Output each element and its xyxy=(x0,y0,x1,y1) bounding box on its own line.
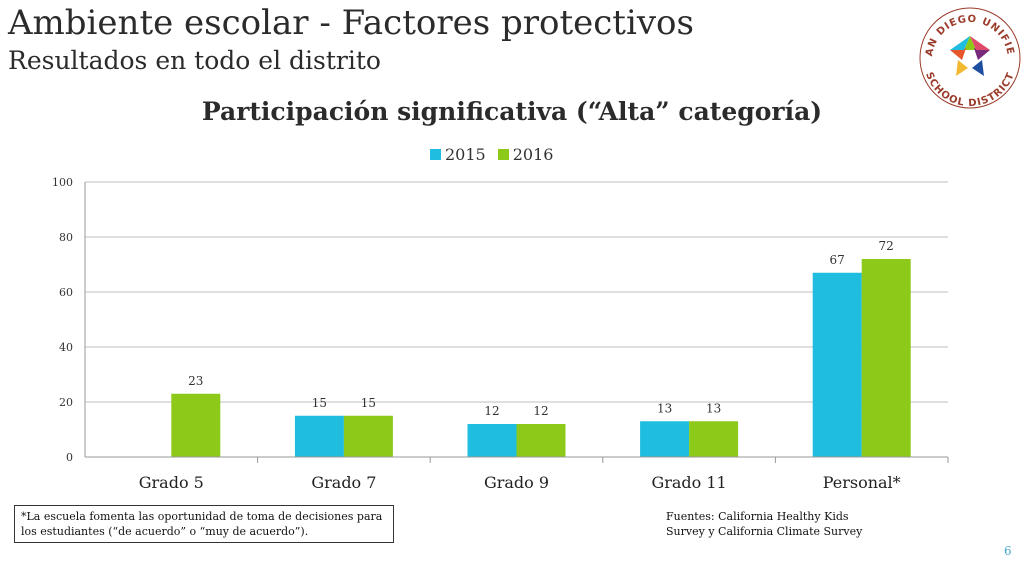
bar-2015 xyxy=(812,272,862,457)
data-label: 72 xyxy=(879,239,894,253)
data-label: 15 xyxy=(361,396,376,410)
y-tick-label: 0 xyxy=(66,451,73,464)
y-tick-label: 40 xyxy=(59,341,73,354)
sources-note: Fuentes: California Healthy Kids Survey … xyxy=(666,509,862,539)
bar-2015 xyxy=(640,421,690,457)
footnote-line-1: *La escuela fomenta las oportunidad de t… xyxy=(21,510,383,523)
bar-2015 xyxy=(467,424,517,457)
y-tick-label: 80 xyxy=(59,231,73,244)
star-icon xyxy=(950,36,990,76)
sources-line-2: Survey y California Climate Survey xyxy=(666,525,863,538)
x-category-label: Grado 7 xyxy=(311,473,376,492)
chart-title: Participación significativa (“Alta” cate… xyxy=(201,97,823,126)
data-label: 67 xyxy=(830,253,845,267)
district-logo: SAN DIEGO UNIFIED SCHOOL DISTRICT xyxy=(910,0,1021,109)
slide-subtitle: Resultados en todo el distrito xyxy=(8,46,381,75)
bar-2015 xyxy=(294,415,344,457)
x-category-label: Grado 11 xyxy=(651,473,726,492)
y-tick-label: 20 xyxy=(59,396,73,409)
bar-2016 xyxy=(343,415,393,457)
page-number: 6 xyxy=(1004,544,1012,558)
footnote-box: *La escuela fomenta las oportunidad de t… xyxy=(14,505,394,543)
footnote-line-2: los estudiantes (“de acuerdo” o “muy de … xyxy=(21,525,309,538)
legend-swatch-2016 xyxy=(497,149,509,160)
x-category-label: Grado 5 xyxy=(139,473,204,492)
sources-line-1: Fuentes: California Healthy Kids xyxy=(666,510,849,523)
legend-label-2016: 2016 xyxy=(512,145,554,164)
bar-2016 xyxy=(689,421,739,457)
legend-swatch-2015 xyxy=(430,149,441,160)
y-tick-label: 100 xyxy=(52,176,73,189)
y-tick-label: 60 xyxy=(59,286,73,299)
legend-label-2015: 2015 xyxy=(445,145,486,164)
bar-2016 xyxy=(171,393,221,457)
data-label: 23 xyxy=(188,374,203,388)
legend-item-2015: 2015 xyxy=(430,145,486,164)
data-label: 13 xyxy=(706,401,721,415)
x-category-label: Personal* xyxy=(823,473,901,492)
slide-title: Ambiente escolar - Factores protectivos xyxy=(8,3,694,43)
data-label: 12 xyxy=(484,404,499,418)
data-label: 13 xyxy=(657,401,672,415)
bar-2016 xyxy=(516,424,566,457)
legend-item-2016: 2016 xyxy=(497,145,554,164)
data-label: 12 xyxy=(533,404,548,418)
bar-2016 xyxy=(861,259,911,457)
x-category-label: Grado 9 xyxy=(484,473,549,492)
data-label: 15 xyxy=(312,396,327,410)
chart-legend: 2015 2016 xyxy=(430,145,553,164)
